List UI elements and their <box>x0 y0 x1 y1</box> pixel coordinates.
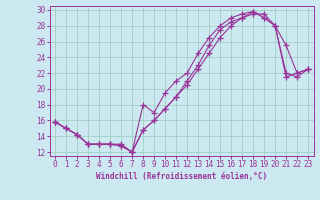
X-axis label: Windchill (Refroidissement éolien,°C): Windchill (Refroidissement éolien,°C) <box>96 172 267 181</box>
